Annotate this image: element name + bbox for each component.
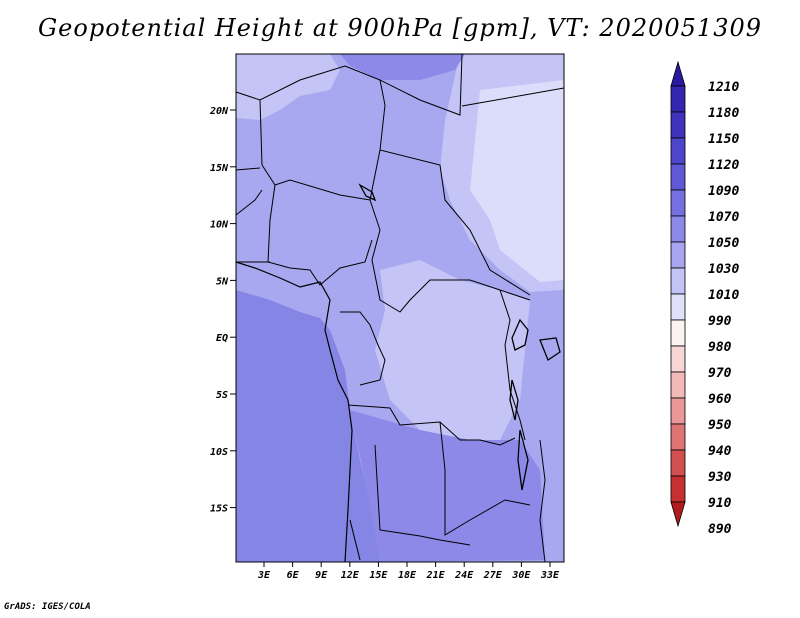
- lon-tick-label: 15E: [369, 570, 388, 581]
- colorbar-label: 1030: [708, 262, 739, 277]
- colorbar-label: 980: [708, 340, 732, 355]
- map-title: Geopotential Height at 900hPa [gpm], VT:…: [38, 14, 762, 42]
- colorbar-label: 1180: [708, 106, 739, 121]
- colorbar-swatch: [670, 85, 686, 113]
- colorbar-swatch: [670, 475, 686, 503]
- sahara-light-region: [236, 54, 340, 120]
- lat-tick-label: 10S: [210, 447, 228, 458]
- colorbar-label: 1120: [708, 158, 739, 173]
- colorbar-label: 970: [708, 366, 732, 381]
- latitude-axis: 20N 15N 10N 5N EQ 5S 10S 15S: [209, 106, 236, 515]
- colorbar-swatch: [670, 423, 686, 451]
- credit-footer: GrADS: IGES/COLA: [4, 602, 91, 612]
- colorbar-swatch: [670, 449, 686, 477]
- colorbar-label: 910: [708, 496, 732, 511]
- congo-light-region: [375, 260, 530, 440]
- map-frame: [235, 53, 565, 563]
- lakes: [358, 183, 561, 491]
- lon-tick-label: 6E: [287, 570, 300, 581]
- colorbar-label: 890: [708, 522, 732, 537]
- lon-tick-label: 33E: [540, 570, 560, 581]
- colorbar-swatch: [670, 345, 686, 373]
- coastline: [235, 261, 353, 563]
- southern-mid-region: [350, 410, 545, 562]
- colorbar-label: 1210: [708, 80, 739, 95]
- lon-tick-label: 18E: [398, 570, 417, 581]
- country-borders: [235, 53, 565, 563]
- colorbar-swatch: [670, 371, 686, 399]
- colorbar-label: 960: [708, 392, 732, 407]
- lon-tick-label: 30E: [511, 570, 531, 581]
- colorbar-label: 990: [708, 314, 732, 329]
- lat-tick-label: 5S: [216, 390, 228, 401]
- lat-tick-label: 15S: [210, 504, 228, 515]
- libya-dark-region: [340, 54, 465, 80]
- lon-tick-label: 9E: [315, 570, 328, 581]
- colorbar-swatch: [670, 267, 686, 295]
- lon-tick-label: 12E: [341, 570, 360, 581]
- colorbar-swatch: [670, 397, 686, 425]
- colorbar: 1210 1180 1150 1120 1090 1070 1050 1030 1010 990 9…: [670, 60, 739, 537]
- lat-tick-label: EQ: [216, 333, 228, 344]
- colorbar-label: 1070: [708, 210, 739, 225]
- colorbar-label: 1010: [708, 288, 739, 303]
- colorbar-swatch: [670, 241, 686, 269]
- longitude-axis: 3E 6E 9E 12E 15E 18E 21E 24E 27E 30E 33E: [257, 562, 560, 581]
- colorbar-bottom-arrow: [670, 501, 686, 528]
- colorbar-label: 930: [708, 470, 732, 485]
- lon-tick-label: 3E: [257, 570, 271, 581]
- lat-tick-label: 5N: [216, 276, 229, 287]
- colorbar-swatch: [670, 215, 686, 243]
- colorbar-swatch: [670, 293, 686, 321]
- map-panel: [235, 53, 565, 563]
- colorbar-swatch: [670, 111, 686, 139]
- lat-tick-label: 15N: [210, 163, 229, 174]
- colorbar-swatch: [670, 319, 686, 347]
- colorbar-top-arrow: [670, 60, 686, 87]
- lon-tick-label: 24E: [454, 570, 474, 581]
- colorbar-label: 1050: [708, 236, 739, 251]
- colorbar-swatch: [670, 163, 686, 191]
- colorbar-label: 1150: [708, 132, 739, 147]
- lat-tick-label: 10N: [210, 220, 229, 231]
- lon-tick-label: 21E: [426, 570, 446, 581]
- lon-tick-label: 27E: [483, 570, 503, 581]
- colorbar-swatch: [670, 137, 686, 165]
- ethiopia-lightest-region: [470, 80, 564, 282]
- colorbar-label: 940: [708, 444, 732, 459]
- colorbar-swatch: [670, 189, 686, 217]
- ocean-region: [236, 290, 380, 562]
- colorbar-label: 1090: [708, 184, 739, 199]
- colorbar-label: 950: [708, 418, 732, 433]
- lat-tick-label: 20N: [209, 106, 229, 117]
